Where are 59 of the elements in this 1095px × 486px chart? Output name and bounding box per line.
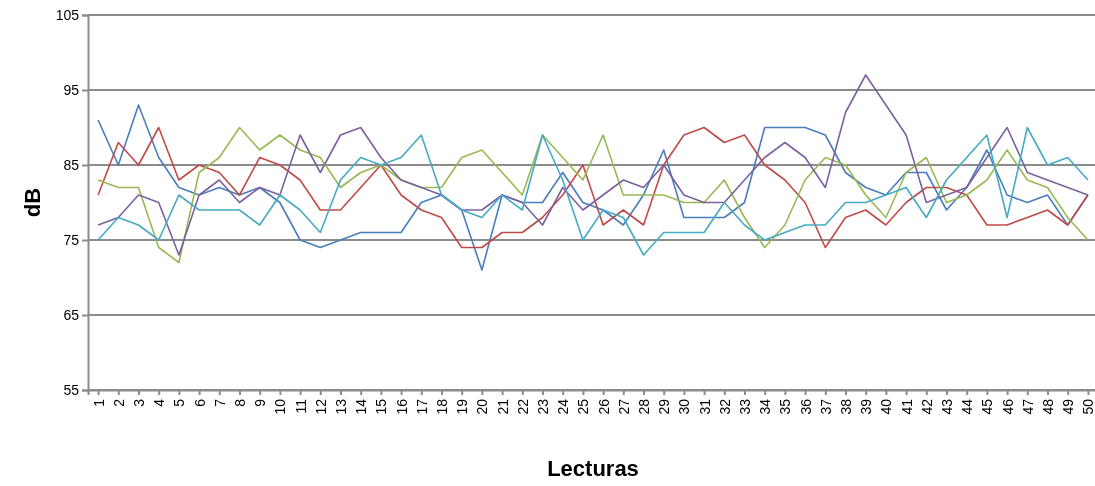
x-tick-label: 20 bbox=[474, 398, 491, 415]
x-tick-label: 35 bbox=[777, 398, 794, 415]
x-tick-label: 38 bbox=[837, 398, 854, 415]
x-tick-label: 28 bbox=[635, 398, 652, 415]
x-axis-title: Lecturas bbox=[547, 456, 639, 481]
x-tick-label: 43 bbox=[938, 398, 955, 415]
x-tick-label: 23 bbox=[534, 398, 551, 415]
y-tick-label: 105 bbox=[55, 6, 80, 23]
x-tick-label: 46 bbox=[999, 398, 1016, 415]
x-tick-label: 7 bbox=[211, 398, 228, 407]
x-tick-label: 6 bbox=[191, 398, 208, 407]
x-tick-label: 15 bbox=[373, 398, 390, 415]
x-tick-label: 33 bbox=[736, 398, 753, 415]
x-tick-label: 37 bbox=[817, 398, 834, 415]
y-tick-label: 55 bbox=[63, 381, 80, 398]
x-tick-label: 27 bbox=[615, 398, 632, 415]
y-tick-label: 85 bbox=[63, 156, 80, 173]
x-tick-label: 11 bbox=[292, 398, 309, 414]
x-tick-label: 13 bbox=[332, 398, 349, 415]
x-tick-label: 48 bbox=[1039, 398, 1056, 415]
x-tick-label: 14 bbox=[353, 398, 370, 415]
x-tick-label: 42 bbox=[918, 398, 935, 415]
x-tick-label: 47 bbox=[1019, 398, 1036, 415]
x-tick-label: 50 bbox=[1080, 398, 1095, 415]
x-tick-label: 25 bbox=[575, 398, 592, 415]
x-tick-label: 22 bbox=[514, 398, 531, 415]
x-tick-label: 29 bbox=[656, 398, 673, 415]
x-tick-label: 30 bbox=[676, 398, 693, 415]
x-tick-label: 1 bbox=[90, 398, 107, 407]
y-tick-label: 75 bbox=[63, 231, 80, 248]
x-tick-label: 44 bbox=[959, 398, 976, 415]
x-tick-label: 36 bbox=[797, 398, 814, 415]
x-tick-label: 26 bbox=[595, 398, 612, 415]
x-tick-label: 8 bbox=[231, 398, 248, 407]
x-tick-label: 45 bbox=[979, 398, 996, 415]
x-tick-label: 10 bbox=[272, 398, 289, 415]
x-tick-label: 40 bbox=[878, 398, 895, 415]
x-tick-label: 39 bbox=[858, 398, 875, 415]
x-tick-label: 4 bbox=[151, 398, 168, 407]
x-tick-label: 17 bbox=[413, 398, 430, 415]
y-tick-label: 95 bbox=[63, 81, 80, 98]
x-tick-label: 19 bbox=[454, 398, 471, 415]
y-tick-label: 65 bbox=[63, 306, 80, 323]
x-tick-label: 12 bbox=[312, 398, 329, 415]
x-tick-label: 34 bbox=[757, 398, 774, 415]
x-tick-label: 21 bbox=[494, 398, 511, 415]
x-tick-label: 3 bbox=[130, 398, 147, 407]
x-tick-label: 49 bbox=[1060, 398, 1077, 415]
y-axis-title: dB bbox=[20, 187, 45, 218]
x-tick-label: 41 bbox=[898, 398, 915, 415]
x-tick-label: 16 bbox=[393, 398, 410, 415]
x-tick-label: 32 bbox=[716, 398, 733, 415]
x-tick-label: 9 bbox=[252, 398, 269, 407]
x-tick-label: 2 bbox=[110, 398, 127, 407]
line-series bbox=[97, 74, 1089, 256]
x-tick-label: 18 bbox=[433, 398, 450, 415]
x-tick-label: 24 bbox=[555, 398, 572, 415]
x-tick-label: 31 bbox=[696, 398, 713, 415]
x-tick-label: 5 bbox=[171, 398, 188, 407]
